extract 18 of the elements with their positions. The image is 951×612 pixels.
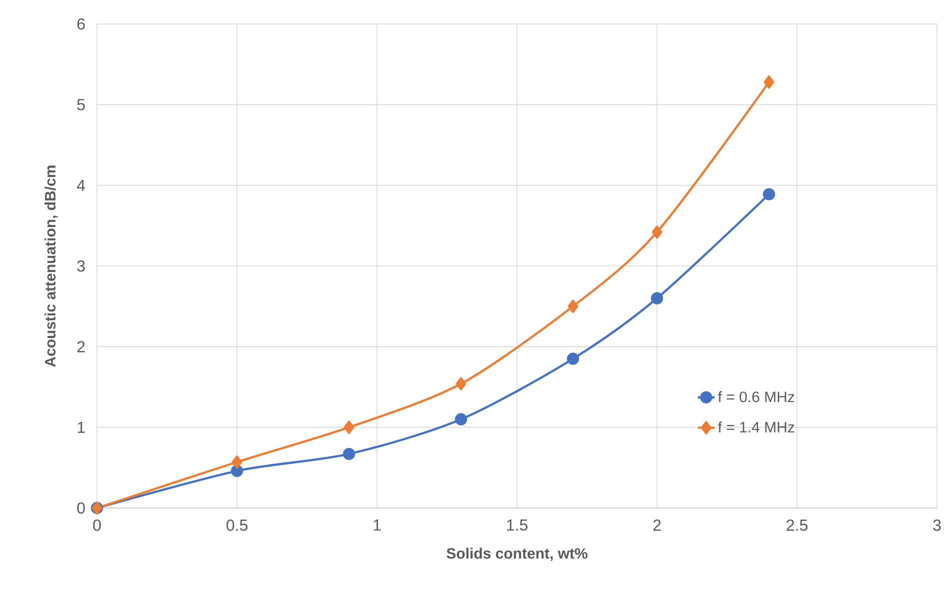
- x-axis-title: Solids content, wt%: [446, 548, 588, 561]
- y-tick-label: 2: [77, 341, 85, 352]
- y-tick-label: 0: [77, 502, 85, 514]
- x-tick-label: 0.5: [226, 520, 248, 531]
- y-tick-label: 3: [77, 260, 85, 272]
- x-tick-label: 2: [653, 520, 661, 531]
- legend-label: f = 1.4 MHz: [718, 422, 794, 432]
- y-tick-label: 1: [78, 422, 85, 433]
- y-tick-label: 5: [77, 99, 85, 110]
- y-axis-title: Acoustic attenuation, dB/cm: [44, 166, 58, 367]
- x-tick-label: 3: [933, 520, 941, 531]
- y-tick-label: 6: [77, 18, 85, 30]
- x-tick-label: 0: [93, 520, 101, 531]
- y-tick-label: 4: [76, 180, 86, 191]
- x-tick-label: 2.5: [786, 520, 808, 531]
- x-tick-label: 1: [374, 520, 381, 531]
- legend-label: f = 0.6 MHz: [718, 391, 794, 402]
- x-tick-label: 1.5: [507, 520, 528, 531]
